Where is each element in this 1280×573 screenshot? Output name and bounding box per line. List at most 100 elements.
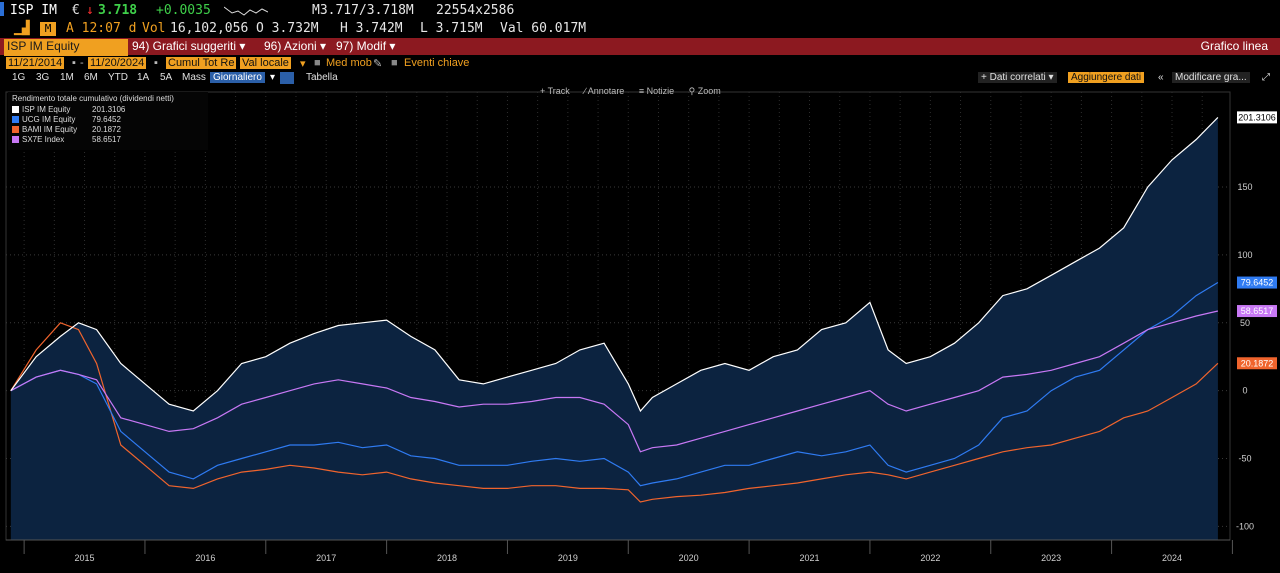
zoom-tool[interactable]: ⚲ Zoom <box>688 86 721 96</box>
legend-item[interactable]: ISP IM Equity 201.3106 <box>12 105 125 115</box>
chart-tools: + Track ∕ Annotare ≡ Notizie ⚲ Zoom <box>540 86 733 97</box>
news-tool[interactable]: ≡ Notizie <box>638 86 675 96</box>
legend-item[interactable]: SX7E Index 58.6517 <box>12 135 121 145</box>
x-tick-label: 2018 <box>437 553 457 563</box>
add-data-button[interactable]: Aggiungere dati <box>1068 72 1145 83</box>
suggested-charts-menu[interactable]: 94) Grafici suggeriti ▾ <box>132 39 246 53</box>
down-arrow-icon: ↓ <box>86 3 94 18</box>
calendar-icon[interactable]: ▪ <box>72 57 76 69</box>
key-events-toggle[interactable]: Eventi chiave <box>404 57 470 69</box>
moving-average-toggle[interactable]: Med mob <box>326 57 372 69</box>
legend-value: 201.3106 <box>92 105 126 114</box>
collapse-icon[interactable]: « <box>1158 72 1164 83</box>
period-5A[interactable]: 5A <box>160 72 173 83</box>
bid-ask-size: 22554x2586 <box>436 3 515 18</box>
period-YTD[interactable]: YTD <box>108 72 128 83</box>
controls-row: 11/21/2014 ▪ - 11/20/2024 ▪ Cumul Tot Re… <box>0 56 1280 72</box>
series-line-ucg[interactable] <box>10 281 1219 487</box>
period-1A[interactable]: 1A <box>137 72 150 83</box>
value-tag-label: 79.6452 <box>1241 278 1274 288</box>
x-tick-label: 2015 <box>75 553 95 563</box>
value-tag <box>1237 305 1277 318</box>
isp-area-fill <box>10 117 1218 540</box>
volume: 16,102,056 <box>170 21 249 36</box>
legend-name: UCG IM Equity <box>22 115 76 124</box>
market-status-icon: ▁▟ <box>14 21 30 36</box>
security-marker <box>0 2 4 16</box>
x-tick-label: 2024 <box>1162 553 1182 563</box>
x-tick-label: 2022 <box>920 553 940 563</box>
exchange-icon: M <box>40 22 56 36</box>
y-tick-label: -50 <box>1238 454 1251 464</box>
x-tick-label: 2020 <box>679 553 699 563</box>
table-button[interactable]: Tabella <box>306 72 338 83</box>
pencil-icon[interactable]: ✎ <box>373 58 383 70</box>
legend-value: 58.6517 <box>92 135 121 144</box>
period-3G[interactable]: 3G <box>36 72 50 83</box>
y-tick-label: 0 <box>1242 386 1247 396</box>
checkbox-icon[interactable]: ■ <box>314 57 321 69</box>
value-tag <box>1237 111 1277 124</box>
function-toolbar: ISP IM Equity 94) Grafici suggeriti ▾ 96… <box>0 38 1280 56</box>
price-change: +0.0035 <box>156 3 211 18</box>
x-tick-label: 2023 <box>1041 553 1061 563</box>
legend-swatch <box>12 106 19 113</box>
checkbox-icon[interactable]: ■ <box>391 57 398 69</box>
x-tick-label: 2021 <box>799 553 819 563</box>
modify-menu[interactable]: 97) Modif ▾ <box>336 39 396 53</box>
cumulative-return-chart[interactable]: -100-50050100150201.310679.645220.187258… <box>0 86 1280 573</box>
track-tool[interactable]: + Track <box>540 86 570 96</box>
sparkline <box>223 3 269 21</box>
time-label: A 12:07 d <box>66 21 137 36</box>
dropdown-arrow-icon[interactable]: ▾ <box>300 58 306 70</box>
series-line-sx7e[interactable] <box>10 310 1219 453</box>
security-field[interactable]: ISP IM Equity <box>4 39 128 56</box>
period-row: 1G 3G 1M 6M YTD 1A 5A Mass Giornaliero ▾… <box>0 71 1280 87</box>
calendar-icon[interactable]: ▪ <box>154 57 158 69</box>
x-tick-label: 2019 <box>558 553 578 563</box>
modify-chart-menu[interactable]: Modificare gra... <box>1172 72 1250 83</box>
ticker[interactable]: ISP IM <box>10 3 57 18</box>
line-chart-icon[interactable] <box>280 72 294 84</box>
high-price: H 3.742M <box>340 21 403 36</box>
value-tag-label: 201.3106 <box>1238 112 1276 122</box>
related-data-menu[interactable]: + Dati correlati ▾ <box>978 72 1057 83</box>
legend-swatch <box>12 136 19 143</box>
legend-name: ISP IM Equity <box>22 105 71 114</box>
y-tick-label: 50 <box>1240 318 1250 328</box>
legend-name: BAMI IM Equity <box>22 125 78 134</box>
y-tick-label: 100 <box>1237 250 1252 260</box>
legend-item[interactable]: BAMI IM Equity 20.1872 <box>12 125 121 135</box>
fullscreen-icon[interactable]: ⤢ <box>1262 72 1270 83</box>
sparkline-icon <box>223 6 269 16</box>
period-1M[interactable]: 1M <box>60 72 74 83</box>
x-tick-label: 2016 <box>195 553 215 563</box>
dropdown-arrow-icon[interactable]: ▾ <box>270 72 276 83</box>
end-date-input[interactable]: 11/20/2024 <box>88 57 147 69</box>
value-traded: Val 60.017M <box>500 21 587 36</box>
chart-title: Rendimento totale cumulativo (dividendi … <box>12 94 174 103</box>
x-tick-label: 2017 <box>316 553 336 563</box>
value-tag <box>1237 357 1277 370</box>
quote-line-1: ISP IM € ↓ 3.718 +0.0035 M3.717/3.718M 2… <box>0 0 1280 20</box>
chart-legend: Rendimento totale cumulativo (dividendi … <box>8 92 208 150</box>
low-price: L 3.715M <box>420 21 483 36</box>
y-tick-label: -100 <box>1236 521 1254 531</box>
start-date-input[interactable]: 11/21/2014 <box>6 57 65 69</box>
value-tag <box>1237 276 1277 289</box>
bid-ask: M3.717/3.718M <box>312 3 414 18</box>
open-price: O 3.732M <box>256 21 319 36</box>
period-max[interactable]: Mass <box>182 72 206 83</box>
actions-menu[interactable]: 96) Azioni ▾ <box>264 39 327 53</box>
frequency-select[interactable]: Giornaliero <box>210 72 265 83</box>
series-line-isp[interactable] <box>10 116 1219 413</box>
series-line-bami[interactable] <box>10 322 1219 503</box>
legend-item[interactable]: UCG IM Equity 79.6452 <box>12 115 121 125</box>
currency-select[interactable]: Val locale <box>240 57 291 69</box>
period-1G[interactable]: 1G <box>12 72 26 83</box>
quote-line-2: ▁▟ M A 12:07 d Vol 16,102,056 O 3.732M H… <box>0 20 1280 38</box>
legend-value: 79.6452 <box>92 115 121 124</box>
mode-select[interactable]: Cumul Tot Re <box>166 57 237 69</box>
period-6M[interactable]: 6M <box>84 72 98 83</box>
annotate-tool[interactable]: ∕ Annotare <box>584 86 625 96</box>
